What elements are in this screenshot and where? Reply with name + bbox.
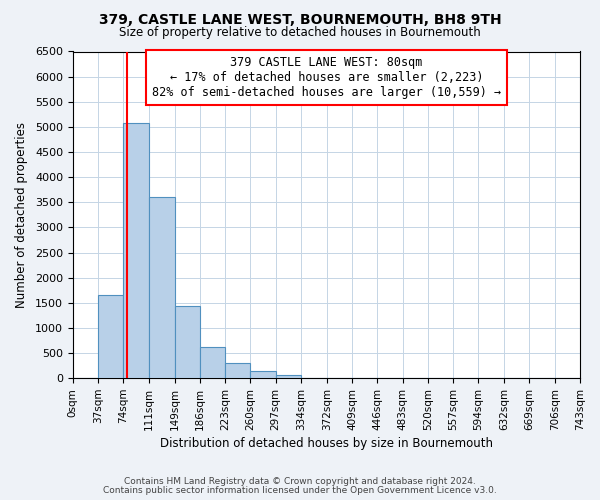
Bar (175, 306, 200, 378)
Bar (200, 347, 225, 378)
Text: Contains HM Land Registry data © Crown copyright and database right 2024.: Contains HM Land Registry data © Crown c… (124, 477, 476, 486)
Text: 379 CASTLE LANE WEST: 80sqm
← 17% of detached houses are smaller (2,223)
82% of : 379 CASTLE LANE WEST: 80sqm ← 17% of det… (152, 56, 501, 100)
Text: Size of property relative to detached houses in Bournemouth: Size of property relative to detached ho… (119, 26, 481, 39)
Text: Contains public sector information licensed under the Open Government Licence v3: Contains public sector information licen… (103, 486, 497, 495)
Y-axis label: Number of detached properties: Number of detached properties (15, 122, 28, 308)
Bar (225, 363, 250, 378)
Bar (124, 123, 149, 378)
Bar (98, 296, 124, 378)
X-axis label: Distribution of detached houses by size in Bournemouth: Distribution of detached houses by size … (160, 437, 493, 450)
Bar (275, 375, 301, 378)
Bar (250, 371, 275, 378)
Text: 379, CASTLE LANE WEST, BOURNEMOUTH, BH8 9TH: 379, CASTLE LANE WEST, BOURNEMOUTH, BH8 … (98, 12, 502, 26)
Bar (149, 198, 175, 378)
